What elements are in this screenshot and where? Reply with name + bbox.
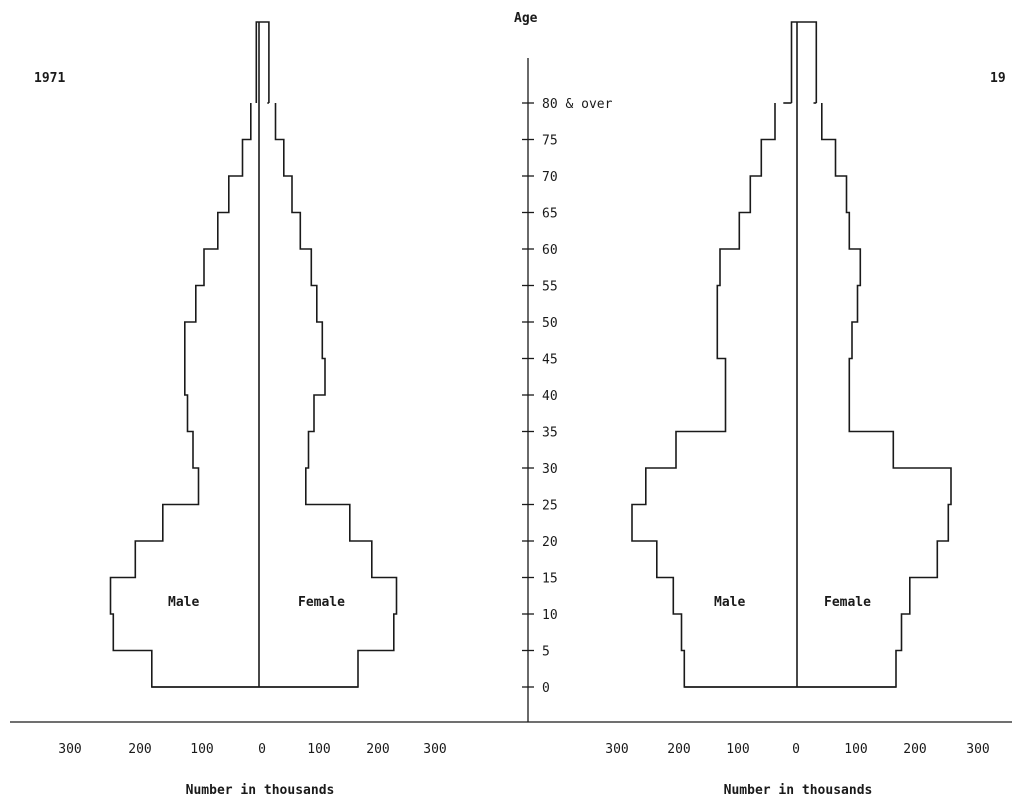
x-tick-label: 300 xyxy=(966,742,989,757)
age-tick-label: 20 xyxy=(542,535,558,550)
top-age-group-outline xyxy=(790,21,818,103)
x-tick-label: 300 xyxy=(423,742,446,757)
age-axis-title: Age xyxy=(514,11,538,26)
top-age-group-outline xyxy=(255,21,270,103)
female-bars-outline xyxy=(259,103,398,688)
male-bars-outline xyxy=(631,103,797,688)
x-tick-label: 0 xyxy=(792,742,800,757)
female-label-right: Female xyxy=(824,595,871,610)
pyramid-right xyxy=(631,21,952,688)
age-tick-label: 35 xyxy=(542,426,558,441)
x-tick-label: 200 xyxy=(366,742,389,757)
male-label-right: Male xyxy=(714,595,745,610)
x-tick-label: 0 xyxy=(258,742,266,757)
male-bars-outline xyxy=(109,103,259,688)
age-tick-label: 10 xyxy=(542,608,558,623)
age-tick-label: 70 xyxy=(542,170,558,185)
age-tick-label: 65 xyxy=(542,207,558,222)
x-tick-label: 300 xyxy=(58,742,81,757)
age-tick-label: 80 & over xyxy=(542,97,613,112)
x-tick-label: 200 xyxy=(128,742,151,757)
age-tick-label: 45 xyxy=(542,353,558,368)
x-axis-title-right: Number in thousands xyxy=(724,783,873,798)
age-tick-label: 0 xyxy=(542,681,550,696)
male-label-1971: Male xyxy=(168,595,199,610)
age-ticks: 0 5 10 15 20 25 30 35 40 45 50 55 60 65 70 75 80 & over xyxy=(522,97,613,696)
female-label-1971: Female xyxy=(298,595,345,610)
x-tick-label: 100 xyxy=(844,742,867,757)
pyramid-1971 xyxy=(109,21,398,688)
age-tick-label: 25 xyxy=(542,499,558,514)
chart-title-1971: 1971 xyxy=(34,71,65,86)
age-tick-label: 30 xyxy=(542,462,558,477)
x-axis-title-1971: Number in thousands xyxy=(186,783,335,798)
x-tick-label: 300 xyxy=(605,742,628,757)
age-tick-label: 60 xyxy=(542,243,558,258)
x-tick-labels: 300 200 100 0 100 200 300 300 200 100 0 100 200 300 xyxy=(58,742,989,757)
age-tick-label: 75 xyxy=(542,134,558,149)
age-tick-label: 55 xyxy=(542,280,558,295)
x-tick-label: 100 xyxy=(307,742,330,757)
age-tick-label: 40 xyxy=(542,389,558,404)
x-tick-label: 100 xyxy=(726,742,749,757)
age-tick-label: 50 xyxy=(542,316,558,331)
female-bars-outline xyxy=(797,103,952,688)
x-tick-label: 200 xyxy=(903,742,926,757)
x-tick-label: 100 xyxy=(190,742,213,757)
age-tick-label: 5 xyxy=(542,645,550,660)
age-tick-label: 15 xyxy=(542,572,558,587)
x-tick-label: 200 xyxy=(667,742,690,757)
chart-title-right: 19 xyxy=(990,71,1006,86)
